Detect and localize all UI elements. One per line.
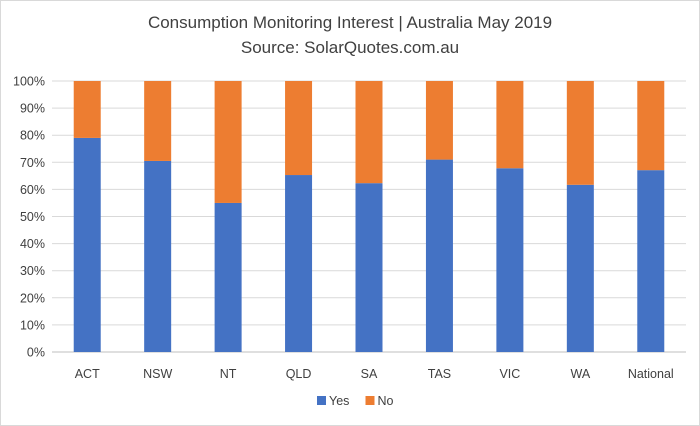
y-tick-label: 20% xyxy=(20,291,45,305)
bar-yes-sa xyxy=(355,183,383,352)
legend-label-no: No xyxy=(378,394,394,408)
bar-yes-nsw xyxy=(144,160,172,352)
y-tick-label: 0% xyxy=(27,346,45,360)
bar-no-vic xyxy=(496,81,524,169)
bar-no-wa xyxy=(566,81,594,185)
y-axis-tick-labels: 0% 10% 20% 30% 40% 50% 60% 70% 80% 90% 100% xyxy=(13,75,45,360)
bar-no-sa xyxy=(355,81,383,184)
bar-no-tas xyxy=(425,81,453,160)
bar-yes-wa xyxy=(566,184,594,352)
y-tick-label: 40% xyxy=(20,237,45,251)
bar-yes-nt xyxy=(214,202,242,352)
x-tick-label: ACT xyxy=(75,367,100,381)
y-tick-label: 30% xyxy=(20,264,45,278)
bar-yes-act xyxy=(73,137,101,352)
x-tick-label: TAS xyxy=(428,367,451,381)
legend: Yes No xyxy=(317,394,394,408)
x-tick-label: National xyxy=(628,367,674,381)
x-axis-tick-labels: ACT NSW NT QLD SA TAS VIC WA National xyxy=(75,367,674,381)
x-tick-label: QLD xyxy=(286,367,312,381)
legend-swatch-no xyxy=(365,396,375,405)
bar-yes-vic xyxy=(496,168,524,352)
bar-no-qld xyxy=(285,81,313,176)
bar-no-act xyxy=(73,81,101,138)
bar-yes-tas xyxy=(425,159,453,352)
bar-no-national xyxy=(637,81,665,171)
y-tick-label: 50% xyxy=(20,210,45,224)
bar-no-nsw xyxy=(144,81,172,161)
y-tick-label: 60% xyxy=(20,183,45,197)
bar-yes-qld xyxy=(285,175,313,352)
y-tick-label: 90% xyxy=(20,102,45,116)
y-tick-label: 10% xyxy=(20,318,45,332)
bar-yes-national xyxy=(637,170,665,352)
y-tick-label: 80% xyxy=(20,129,45,143)
legend-label-yes: Yes xyxy=(329,394,349,408)
bars xyxy=(73,81,665,352)
legend-swatch-yes xyxy=(317,396,326,405)
y-tick-label: 100% xyxy=(13,75,45,89)
x-tick-label: NSW xyxy=(143,367,172,381)
x-tick-label: VIC xyxy=(499,367,520,381)
x-tick-label: NT xyxy=(220,367,237,381)
chart-title: Consumption Monitoring Interest | Austra… xyxy=(148,13,552,32)
chart-subtitle: Source: SolarQuotes.com.au xyxy=(241,38,459,57)
bar-no-nt xyxy=(214,81,242,203)
x-tick-label: SA xyxy=(361,367,378,381)
y-tick-label: 70% xyxy=(20,156,45,170)
x-tick-label: WA xyxy=(570,367,590,381)
